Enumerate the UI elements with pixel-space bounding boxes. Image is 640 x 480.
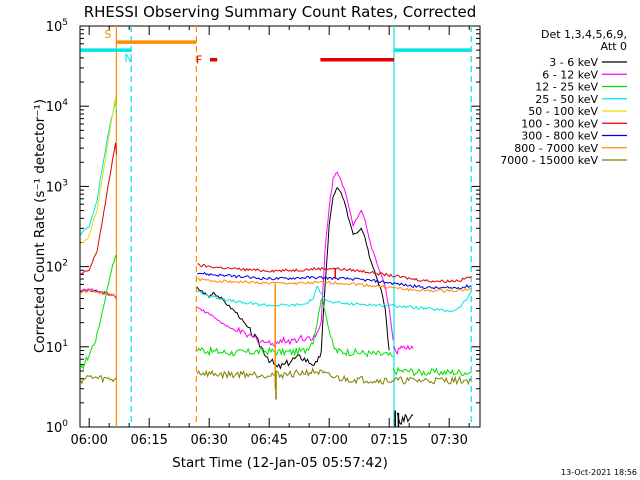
marker-lines [115, 26, 472, 427]
series-layer [79, 96, 472, 427]
y-tick-base: 10 [46, 341, 63, 356]
x-tick-label: 07:00 [310, 433, 347, 448]
y-tick-exponent: 2 [62, 259, 68, 269]
series-line [79, 374, 117, 385]
y-tick-label: 105 [46, 18, 68, 35]
y-tick-base: 10 [46, 20, 63, 35]
series-line [196, 367, 472, 386]
series-line [396, 412, 414, 426]
y-tick-label: 101 [46, 339, 68, 356]
x-tick-label: 06:30 [190, 433, 227, 448]
y-tick-exponent: 3 [62, 178, 68, 188]
legend-label: 50 - 100 keV [528, 105, 598, 118]
legend-header-attenuator: Att 0 [601, 40, 627, 53]
y-tick-label: 100 [46, 419, 69, 436]
x-tick-label: 06:00 [70, 433, 107, 448]
legend-label: 3 - 6 keV [549, 56, 598, 69]
y-axis-label: Corrected Count Rate (s⁻¹ detector⁻¹) [32, 99, 48, 353]
series-line [393, 344, 414, 356]
series-line [196, 171, 394, 348]
legend-label: 7000 - 15000 keV [500, 154, 598, 167]
flag-label: S [104, 28, 111, 41]
series-line [196, 271, 472, 290]
flag-label: F [196, 54, 202, 67]
series-line [196, 186, 390, 370]
marker-bars: NS F [80, 28, 472, 67]
legend-label: 300 - 800 keV [521, 130, 598, 143]
y-tick-base: 10 [46, 100, 63, 115]
plot-frame [79, 25, 481, 428]
legend-label: 100 - 300 keV [521, 117, 598, 130]
x-axis-label: Start Time (12-Jan-05 05:57:42) [172, 455, 388, 471]
series-line [196, 277, 472, 293]
flag-label: N [124, 52, 132, 65]
legend-header-detectors: Det 1,3,4,5,6,9, [541, 28, 627, 41]
y-tick-label: 102 [46, 259, 68, 276]
x-tick-label: 07:30 [430, 433, 467, 448]
x-tick-labels: 06:00 06:15 06:30 06:45 07:00 07:15 07:30 [70, 433, 467, 448]
series-line [196, 285, 472, 313]
series-line [196, 298, 394, 358]
series-line [80, 96, 117, 245]
legend-label: 25 - 50 keV [535, 93, 598, 106]
y-tick-base: 10 [46, 261, 63, 276]
y-tick-exponent: 5 [62, 18, 68, 28]
footer-timestamp: 13-Oct-2021 18:56 [561, 468, 637, 477]
x-tick-label: 06:45 [250, 433, 287, 448]
y-tick-label: 104 [46, 98, 69, 115]
chart-title: RHESSI Observing Summary Count Rates, Co… [84, 3, 477, 21]
y-tick-base: 10 [46, 180, 63, 195]
x-tick-label: 07:15 [370, 433, 407, 448]
series-line [80, 289, 117, 298]
series-line [197, 263, 472, 283]
y-tick-base: 10 [46, 421, 63, 436]
legend-label: 12 - 25 keV [535, 81, 598, 94]
series-line [392, 366, 472, 377]
y-tick-exponent: 0 [62, 419, 68, 429]
series-line [80, 287, 117, 299]
legend-label: 6 - 12 keV [542, 68, 598, 81]
y-tick-exponent: 4 [62, 98, 68, 108]
series-line [80, 142, 117, 275]
series-line [79, 255, 117, 371]
x-tick-label: 06:15 [130, 433, 167, 448]
legend-label: 800 - 7000 keV [514, 142, 598, 155]
y-tick-label: 103 [46, 178, 68, 195]
axis-ticks [80, 25, 480, 428]
y-tick-exponent: 1 [62, 339, 68, 349]
